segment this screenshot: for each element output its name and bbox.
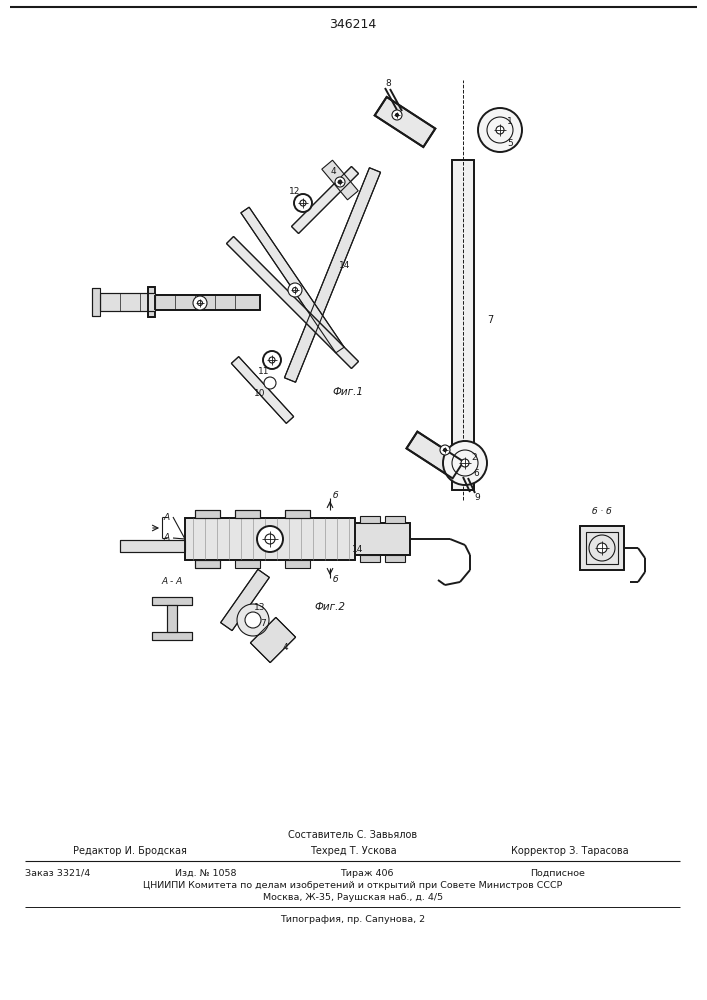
Text: б: б — [332, 576, 338, 584]
Circle shape — [294, 194, 312, 212]
Text: 12: 12 — [289, 188, 300, 196]
Circle shape — [193, 296, 207, 310]
Text: 8: 8 — [385, 80, 391, 89]
Text: А - А: А - А — [161, 578, 182, 586]
Circle shape — [263, 351, 281, 369]
Bar — [355, 523, 410, 555]
Bar — [360, 516, 380, 523]
Text: 9: 9 — [474, 492, 480, 502]
Bar — [195, 560, 220, 568]
Text: 7: 7 — [487, 315, 493, 325]
Bar — [285, 560, 310, 568]
Circle shape — [338, 180, 341, 184]
Text: Составитель С. Завьялов: Составитель С. Завьялов — [288, 830, 418, 840]
Circle shape — [269, 357, 275, 363]
Circle shape — [300, 200, 306, 206]
Bar — [285, 510, 310, 518]
Text: 7: 7 — [260, 618, 266, 628]
Circle shape — [265, 534, 275, 544]
Bar — [385, 516, 405, 523]
Bar — [120, 540, 185, 552]
Circle shape — [257, 526, 283, 552]
Polygon shape — [375, 97, 436, 147]
Text: 1: 1 — [507, 117, 513, 126]
Text: 10: 10 — [255, 388, 266, 397]
Polygon shape — [250, 617, 296, 663]
Text: Тираж 406: Тираж 406 — [340, 868, 394, 878]
Polygon shape — [231, 357, 293, 423]
Circle shape — [245, 612, 261, 628]
Text: Москва, Ж-35, Раушская наб., д. 4/5: Москва, Ж-35, Раушская наб., д. 4/5 — [263, 892, 443, 902]
Circle shape — [597, 543, 607, 553]
Text: 6: 6 — [473, 468, 479, 478]
Bar — [185, 518, 355, 560]
Bar — [152, 632, 192, 640]
Text: A: A — [164, 512, 170, 522]
Bar — [148, 287, 155, 317]
Text: Изд. № 1058: Изд. № 1058 — [175, 868, 237, 878]
Bar — [100, 293, 155, 311]
Circle shape — [264, 377, 276, 389]
Bar — [155, 295, 260, 310]
Bar — [580, 526, 624, 570]
Circle shape — [237, 604, 269, 636]
Circle shape — [197, 300, 202, 306]
Bar — [235, 510, 260, 518]
Bar — [235, 560, 260, 568]
Circle shape — [461, 459, 469, 467]
Text: 13: 13 — [255, 602, 266, 611]
Circle shape — [496, 126, 504, 134]
Bar — [152, 597, 192, 605]
Bar — [195, 510, 220, 518]
Text: 5: 5 — [507, 138, 513, 147]
Polygon shape — [407, 432, 464, 478]
Text: Корректор З. Тарасова: Корректор З. Тарасова — [511, 846, 629, 856]
Text: 4: 4 — [330, 167, 336, 176]
Polygon shape — [322, 160, 358, 200]
Polygon shape — [226, 236, 358, 369]
Text: Заказ 3321/4: Заказ 3321/4 — [25, 868, 90, 878]
Circle shape — [335, 177, 345, 187]
Circle shape — [443, 441, 487, 485]
Text: 14: 14 — [339, 260, 351, 269]
Circle shape — [443, 448, 447, 452]
Text: ЦНИИПИ Комитета по делам изобретений и открытий при Совете Министров СССР: ЦНИИПИ Комитета по делам изобретений и о… — [144, 880, 563, 890]
Text: Фиг.1: Фиг.1 — [332, 387, 363, 397]
Circle shape — [395, 113, 399, 116]
Circle shape — [293, 288, 298, 292]
Polygon shape — [284, 168, 380, 382]
Polygon shape — [221, 569, 269, 631]
Circle shape — [392, 110, 402, 120]
Bar — [452, 160, 474, 490]
Circle shape — [478, 108, 522, 152]
Bar — [167, 605, 177, 632]
Text: 14: 14 — [352, 546, 363, 554]
Bar — [586, 532, 618, 564]
Text: Редактор И. Бродская: Редактор И. Бродская — [73, 846, 187, 856]
Circle shape — [288, 283, 302, 297]
Bar — [385, 555, 405, 562]
Text: Техред Т. Ускова: Техред Т. Ускова — [310, 846, 397, 856]
Text: 346214: 346214 — [329, 17, 377, 30]
Text: A: A — [164, 534, 170, 542]
Text: б · б: б · б — [592, 508, 612, 516]
Circle shape — [440, 445, 450, 455]
Text: 11: 11 — [258, 367, 270, 376]
Bar — [360, 555, 380, 562]
Text: 2: 2 — [471, 452, 477, 462]
Polygon shape — [241, 207, 344, 353]
Bar — [92, 288, 100, 316]
Text: Фиг.2: Фиг.2 — [315, 602, 346, 612]
Text: Типография, пр. Сапунова, 2: Типография, пр. Сапунова, 2 — [281, 914, 426, 924]
Text: Подписное: Подписное — [530, 868, 585, 878]
Text: 4: 4 — [282, 643, 288, 652]
Text: б: б — [332, 491, 338, 500]
Polygon shape — [291, 166, 358, 234]
